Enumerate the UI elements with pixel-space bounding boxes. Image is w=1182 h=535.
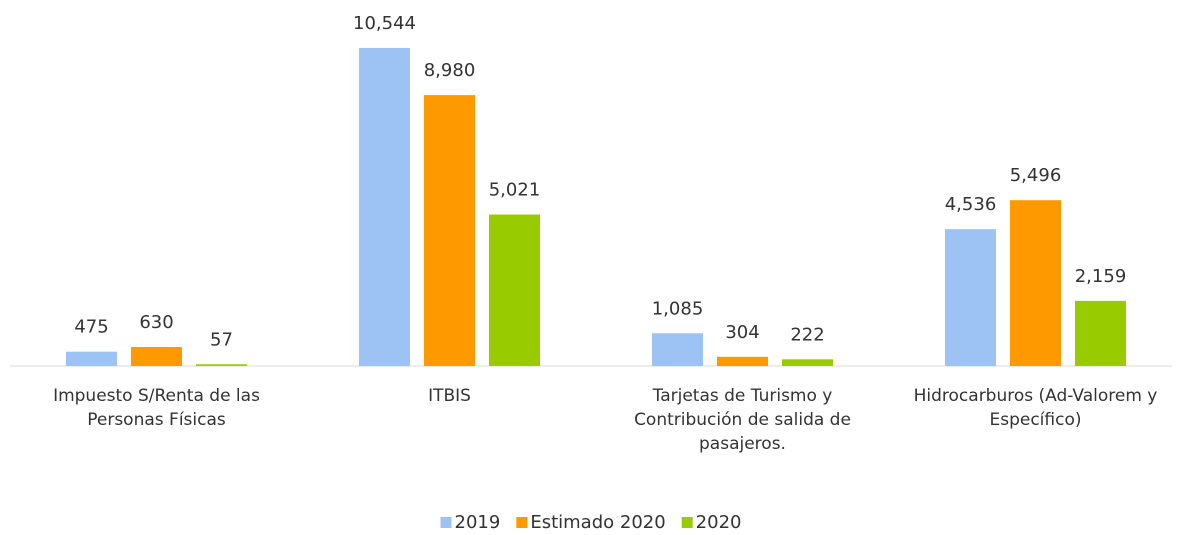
legend-swatch [516,517,528,528]
data-label: 222 [790,324,824,345]
data-label: 475 [74,317,108,338]
bar [131,346,182,366]
x-tick-label: Impuesto S/Renta de las Personas Físicas [53,386,260,430]
data-label: 10,544 [353,13,416,34]
bar [196,364,247,366]
data-label: 304 [725,322,759,343]
bar [66,351,117,366]
bar [489,214,540,366]
bar [945,229,996,366]
legend-swatch [440,517,452,528]
x-tick-label: Tarjetas de Turismo y Contribución de sa… [634,386,851,454]
data-label: 57 [210,329,233,350]
bar [359,47,410,366]
data-label: 4,536 [945,194,997,215]
legend-label: 2020 [696,512,742,533]
bar [782,359,833,366]
legend-swatch [681,517,693,528]
bar [1075,300,1126,366]
data-label: 8,980 [424,60,476,81]
bar [424,95,475,366]
data-label: 5,021 [489,180,541,201]
data-label: 630 [139,312,173,333]
x-tick-label: Hidrocarburos (Ad-Valorem y Específico) [913,386,1158,430]
bar [717,356,768,366]
data-label: 2,159 [1075,266,1127,287]
legend-label: Estimado 2020 [530,512,665,533]
data-label: 1,085 [652,298,704,319]
x-tick-label: ITBIS [428,386,471,406]
bar [652,333,703,366]
legend-label: 2019 [455,512,501,533]
bar [1010,200,1061,366]
data-label: 5,496 [1010,165,1062,186]
